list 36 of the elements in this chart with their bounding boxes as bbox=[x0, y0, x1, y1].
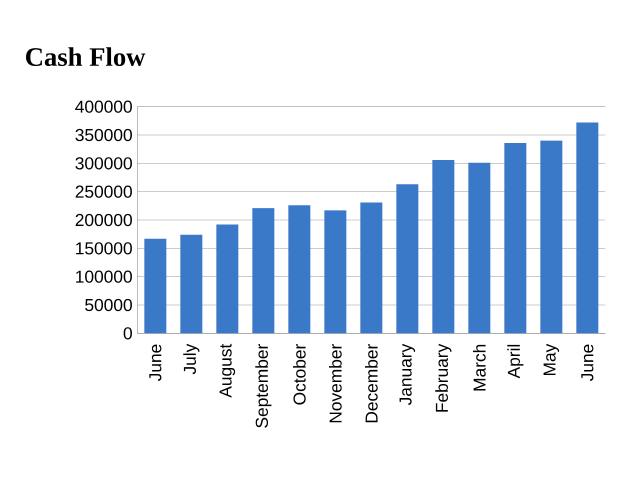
y-tick-label: 50000 bbox=[85, 298, 132, 312]
y-tick-label: 250000 bbox=[76, 186, 132, 198]
x-tick-label: February bbox=[435, 344, 452, 412]
bar bbox=[468, 162, 490, 334]
y-tick-label: 100000 bbox=[76, 270, 132, 283]
bar bbox=[324, 210, 346, 334]
x-tick-label: January bbox=[400, 344, 416, 406]
y-tick-label: 150000 bbox=[76, 242, 132, 254]
y-tick-label: 400000 bbox=[75, 100, 132, 113]
x-tick-label: December bbox=[364, 344, 378, 422]
x-tick-label: June bbox=[149, 344, 162, 382]
bar bbox=[360, 202, 382, 334]
bar bbox=[288, 205, 310, 334]
x-tick-label: April bbox=[507, 344, 524, 378]
x-tick-label: August bbox=[220, 344, 236, 398]
bar bbox=[180, 234, 202, 334]
bar bbox=[576, 122, 598, 334]
bar bbox=[216, 224, 238, 334]
y-tick-label: 0 bbox=[124, 327, 132, 340]
x-tick-label: July bbox=[183, 344, 200, 374]
x-tick-label: November bbox=[328, 344, 342, 422]
bar bbox=[504, 142, 526, 334]
x-tick-label: March bbox=[472, 344, 486, 390]
bar bbox=[252, 208, 274, 334]
y-tick-label: 200000 bbox=[76, 214, 132, 226]
bar bbox=[432, 160, 454, 334]
y-tick-label: 300000 bbox=[75, 157, 132, 170]
x-tick-label: September bbox=[255, 344, 272, 428]
x-tick-label: October bbox=[292, 344, 306, 405]
bar bbox=[144, 238, 166, 334]
y-tick-label: 350000 bbox=[75, 128, 132, 142]
x-tick-label: June bbox=[581, 344, 594, 382]
x-tick-label: May bbox=[544, 344, 560, 376]
bar bbox=[396, 184, 418, 334]
chart-title: Cash Flow bbox=[26, 47, 146, 66]
bar bbox=[540, 140, 562, 334]
